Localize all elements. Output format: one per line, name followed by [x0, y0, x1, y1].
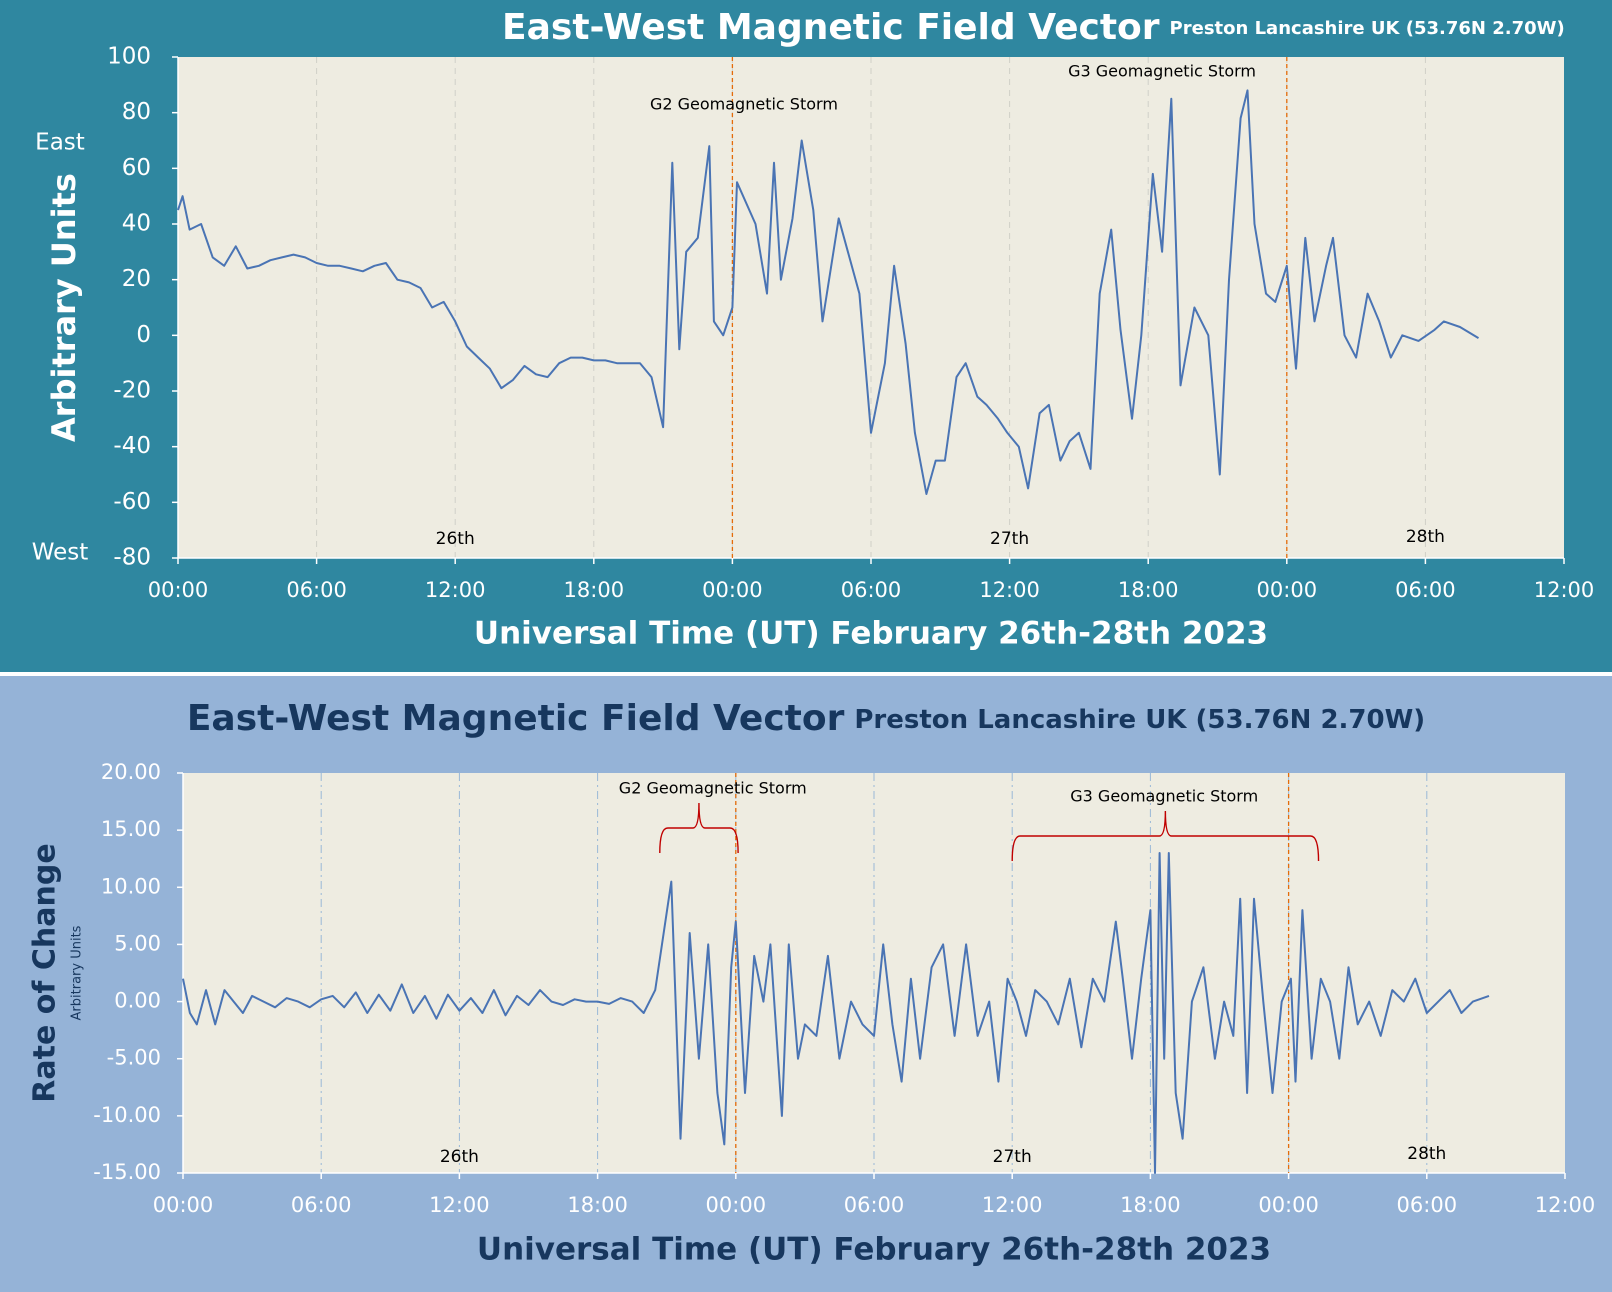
- x-tick-label: 18:00: [1118, 578, 1179, 602]
- y-tick-label: -60: [113, 489, 151, 515]
- x-tick-label: 06:00: [1397, 1193, 1458, 1217]
- x-tick-label: 18:00: [567, 1193, 628, 1217]
- x-tick-label: 06:00: [844, 1193, 905, 1217]
- y-tick-label: 100: [107, 44, 151, 70]
- title-main: East-West Magnetic Field Vector: [502, 7, 1160, 48]
- data-line: [177, 89, 1480, 495]
- x-tick-label: 18:00: [1120, 1193, 1181, 1217]
- x-tick-label: 00:00: [1258, 1193, 1319, 1217]
- chart-title: East-West Magnetic Field Vector Preston L…: [502, 7, 1565, 48]
- y-tick-label: 10.00: [101, 874, 161, 898]
- y-axis-subtitle: Arbitrary Units: [70, 925, 85, 1020]
- bracket: [1011, 810, 1320, 862]
- day-label: 26th: [440, 1147, 479, 1167]
- x-tick-label: 06:00: [841, 578, 902, 602]
- y-axis-title: Arbitrary Units: [45, 173, 83, 442]
- y-tick-label: 5.00: [114, 931, 161, 955]
- y-tick-label: 40: [122, 211, 151, 237]
- annotation: G3 Geomagnetic Storm: [1070, 787, 1258, 806]
- x-tick-label: 18:00: [564, 578, 625, 602]
- data-line: [182, 852, 1490, 1174]
- x-tick-label: 12:00: [1535, 1193, 1596, 1217]
- day-label: 28th: [1407, 1144, 1446, 1164]
- direction-label: East: [35, 130, 85, 156]
- y-tick-label: 0.00: [114, 989, 161, 1013]
- x-tick-label: 06:00: [1395, 578, 1456, 602]
- day-label: 26th: [436, 529, 475, 549]
- y-tick-label: -15.00: [93, 1160, 161, 1184]
- annotation: G2 Geomagnetic Storm: [619, 779, 807, 798]
- day-label: 27th: [993, 1147, 1032, 1167]
- annotation: G2 Geomagnetic Storm: [650, 95, 838, 114]
- x-tick-label: 00:00: [702, 578, 763, 602]
- y-tick-label: 80: [122, 99, 151, 125]
- y-tick-label: -40: [113, 433, 151, 459]
- y-tick-label: -20: [113, 378, 151, 404]
- y-tick-label: 15.00: [101, 817, 161, 841]
- y-tick-label: 0: [136, 322, 151, 348]
- y-axis-title: Rate of Change: [28, 843, 63, 1102]
- divider: [0, 672, 1612, 676]
- direction-label: West: [32, 540, 89, 566]
- y-tick-label: -80: [113, 545, 151, 571]
- x-tick-label: 06:00: [291, 1193, 352, 1217]
- bracket: [659, 802, 739, 854]
- x-tick-label: 12:00: [982, 1193, 1043, 1217]
- y-tick-label: -10.00: [93, 1103, 161, 1127]
- x-tick-label: 00:00: [148, 578, 209, 602]
- x-tick-label: 12:00: [425, 578, 486, 602]
- x-tick-label: 00:00: [153, 1193, 214, 1217]
- day-label: 28th: [1406, 527, 1445, 547]
- title-sub: Preston Lancashire UK (53.76N 2.70W): [1170, 18, 1565, 39]
- x-tick-label: 06:00: [286, 578, 347, 602]
- title-sub: Preston Lancashire UK (53.76N 2.70W): [854, 705, 1425, 735]
- x-tick-label: 12:00: [979, 578, 1040, 602]
- x-tick-label: 00:00: [1257, 578, 1318, 602]
- y-tick-label: 20: [122, 266, 151, 292]
- plot-area: [178, 57, 1564, 558]
- x-tick-label: 12:00: [1534, 578, 1595, 602]
- chart-title: East-West Magnetic Field Vector Preston L…: [187, 698, 1425, 739]
- x-tick-label: 00:00: [706, 1193, 767, 1217]
- title-main: East-West Magnetic Field Vector: [187, 698, 845, 739]
- x-axis-title: Universal Time (UT) February 26th-28th 2…: [477, 1232, 1271, 1268]
- y-tick-label: 60: [122, 155, 151, 181]
- annotation: G3 Geomagnetic Storm: [1068, 62, 1256, 81]
- day-label: 27th: [990, 529, 1029, 549]
- y-tick-label: 20.00: [101, 760, 161, 784]
- y-tick-label: -5.00: [107, 1046, 161, 1070]
- x-tick-label: 12:00: [429, 1193, 490, 1217]
- x-axis-title: Universal Time (UT) February 26th-28th 2…: [474, 616, 1268, 652]
